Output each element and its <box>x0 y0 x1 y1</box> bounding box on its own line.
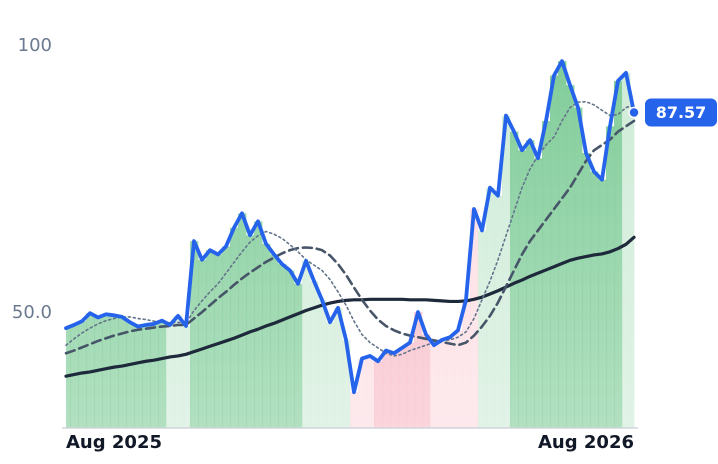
regime-bar <box>358 358 367 428</box>
regime-bar <box>206 250 215 428</box>
regime-bar <box>574 107 583 429</box>
regime-bar <box>142 324 151 428</box>
regime-bar <box>70 324 79 428</box>
regime-bar <box>102 314 111 428</box>
price-line <box>64 59 636 395</box>
regime-bar <box>582 152 591 428</box>
regime-bar <box>550 75 559 428</box>
regime-bar <box>526 140 535 428</box>
regime-bar <box>494 195 503 428</box>
regime-bar <box>238 213 247 428</box>
x-tick-label: Aug 2026 <box>538 432 634 453</box>
regime-bar <box>230 227 239 428</box>
regime-bar <box>318 299 327 428</box>
regime-bar <box>486 187 495 428</box>
regime-bar <box>590 171 599 428</box>
regime-bar <box>118 316 127 428</box>
regime-bar <box>398 347 407 428</box>
regime-bar <box>310 281 319 428</box>
regime-bar <box>478 230 487 428</box>
x-tick-label: Aug 2025 <box>66 432 162 453</box>
regime-bar <box>598 179 607 428</box>
regime-bar <box>630 112 635 429</box>
last-value-label: 87.57 <box>656 103 707 122</box>
regime-bar <box>430 345 439 428</box>
regime-bar <box>422 334 431 428</box>
regime-bar <box>614 80 623 428</box>
regime-bar <box>534 158 543 428</box>
regime-bar <box>622 72 631 428</box>
regime-bar <box>134 326 143 428</box>
regime-bar <box>190 241 199 428</box>
regime-bar <box>294 283 303 428</box>
regime-bar <box>382 350 391 428</box>
regime-bar <box>390 353 399 428</box>
regime-bar <box>198 259 207 428</box>
regime-bar <box>462 299 471 428</box>
regime-bar <box>334 307 343 428</box>
regime-bar <box>510 131 519 429</box>
y-tick-label: 50.0 <box>12 302 52 323</box>
regime-bar <box>158 320 167 428</box>
regime-bar <box>214 254 223 428</box>
regime-bar <box>566 85 575 429</box>
regime-bar <box>518 150 527 429</box>
regime-bar <box>454 330 463 428</box>
regime-bar <box>222 246 231 428</box>
regime-bar <box>66 328 71 428</box>
regime-bar <box>166 324 175 428</box>
regime-bar <box>438 339 447 428</box>
regime-bar <box>174 315 183 428</box>
regime-bar <box>558 61 567 428</box>
regime-bar <box>414 312 423 428</box>
regime-bar <box>182 326 191 428</box>
regime-bar <box>502 115 511 429</box>
regime-bar <box>406 342 415 428</box>
regime-bar <box>254 221 263 428</box>
regime-bar <box>446 337 455 428</box>
regime-bar <box>262 243 271 428</box>
regime-bar <box>150 323 159 428</box>
last-point <box>628 106 640 119</box>
regime-bar <box>126 322 135 428</box>
regime-bar <box>350 392 359 428</box>
value-badge <box>645 98 717 127</box>
regime-bar <box>606 126 615 429</box>
regime-bar <box>302 260 311 428</box>
regime-bar <box>542 120 551 428</box>
regime-bar <box>326 322 335 428</box>
moving-average-line <box>64 119 636 355</box>
regime-bar <box>374 361 383 428</box>
regime-bar <box>270 254 279 428</box>
regime-bar <box>94 317 103 428</box>
regime-bar <box>342 339 351 428</box>
moving-average-line <box>64 235 636 378</box>
regime-bar <box>366 355 375 428</box>
regime-bar <box>110 315 119 428</box>
regime-bar <box>278 264 287 428</box>
regime-bar <box>78 321 87 428</box>
y-tick-label: 100 <box>18 35 52 56</box>
regime-bar <box>286 270 295 428</box>
